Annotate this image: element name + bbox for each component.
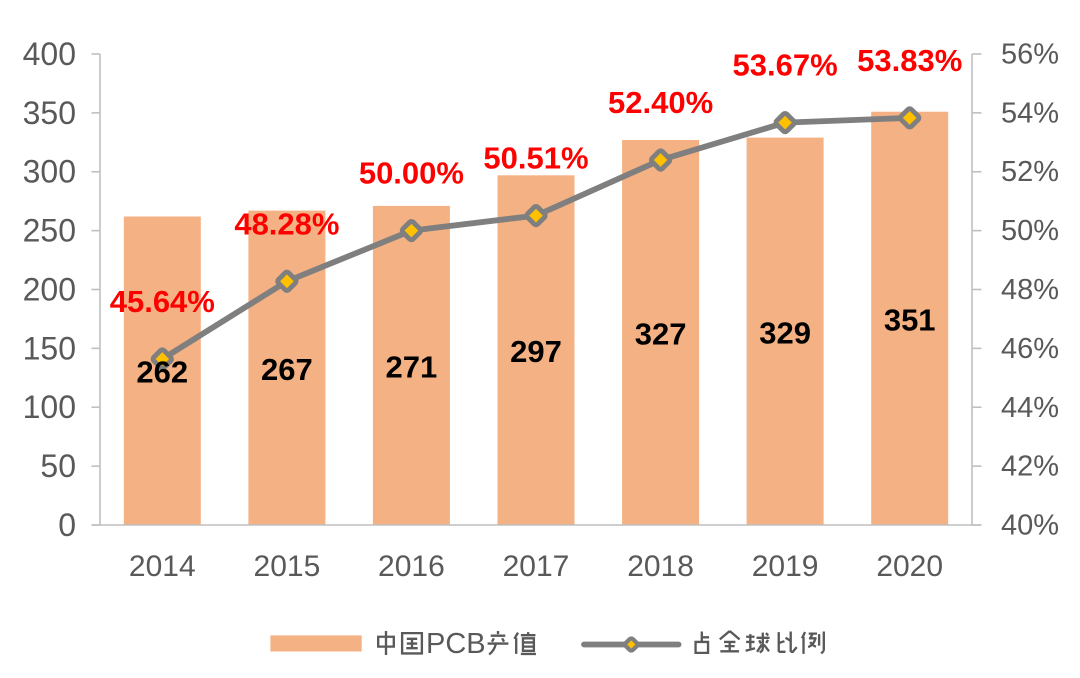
svg-text:2015: 2015 [254, 550, 321, 583]
svg-text:56%: 56% [1001, 39, 1059, 71]
svg-text:44%: 44% [1001, 392, 1059, 424]
svg-text:350: 350 [23, 95, 76, 131]
svg-text:53.67%: 53.67% [733, 48, 838, 83]
svg-text:351: 351 [884, 302, 936, 337]
svg-text:329: 329 [759, 315, 811, 350]
svg-text:150: 150 [23, 330, 76, 366]
svg-text:54%: 54% [1001, 97, 1059, 129]
svg-text:300: 300 [23, 154, 76, 190]
svg-text:PCB: PCB [426, 628, 486, 660]
svg-text:42%: 42% [1001, 451, 1059, 483]
svg-text:46%: 46% [1001, 333, 1059, 365]
svg-text:200: 200 [23, 271, 76, 307]
svg-text:271: 271 [386, 349, 438, 384]
svg-text:2018: 2018 [627, 550, 694, 583]
svg-text:45.64%: 45.64% [110, 284, 215, 319]
svg-text:2019: 2019 [752, 550, 819, 583]
svg-text:250: 250 [23, 213, 76, 249]
svg-text:40%: 40% [1001, 510, 1059, 542]
svg-text:100: 100 [23, 389, 76, 425]
svg-text:262: 262 [136, 355, 188, 390]
svg-text:267: 267 [261, 352, 313, 387]
svg-text:297: 297 [510, 334, 562, 369]
svg-text:2017: 2017 [503, 550, 570, 583]
svg-text:52%: 52% [1001, 156, 1059, 188]
svg-text:50%: 50% [1001, 215, 1059, 247]
svg-text:2020: 2020 [876, 550, 943, 583]
svg-text:53.83%: 53.83% [857, 43, 962, 78]
svg-text:50.00%: 50.00% [359, 156, 464, 191]
svg-text:400: 400 [23, 36, 76, 72]
svg-text:327: 327 [635, 317, 687, 352]
svg-text:2014: 2014 [129, 550, 196, 583]
svg-text:48%: 48% [1001, 274, 1059, 306]
svg-text:50.51%: 50.51% [483, 141, 588, 176]
svg-text:2016: 2016 [378, 550, 445, 583]
svg-text:48.28%: 48.28% [234, 206, 339, 241]
svg-text:50: 50 [40, 448, 76, 484]
svg-text:0: 0 [58, 507, 76, 543]
svg-text:52.40%: 52.40% [608, 85, 713, 120]
